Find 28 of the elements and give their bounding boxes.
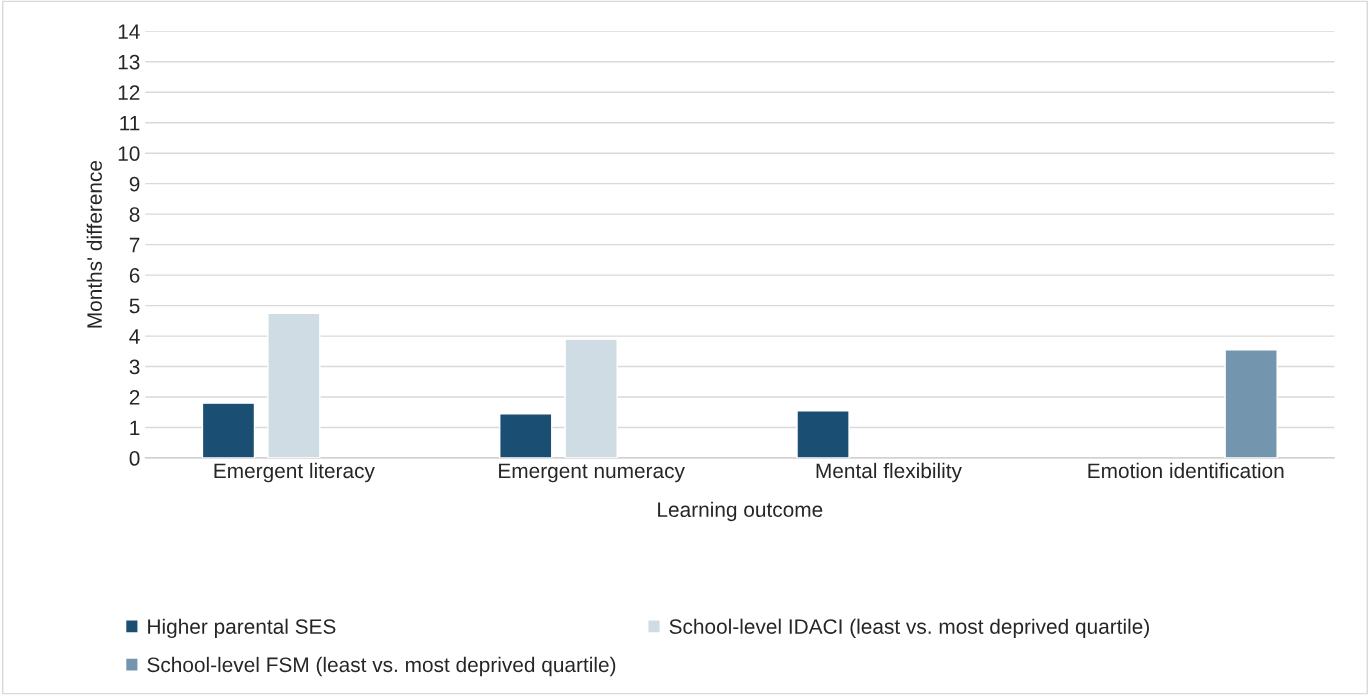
y-tick-label: 9 <box>129 176 140 192</box>
x-tick-label: Mental flexibility <box>816 462 962 483</box>
y-tick-label: 11 <box>120 115 140 131</box>
y-tick-label: 14 <box>118 24 140 39</box>
y-tick-label: 5 <box>129 298 140 314</box>
bar <box>796 410 850 459</box>
legend-label: School-level IDACI (least vs. most deprived quartile) <box>669 618 1149 639</box>
y-tick-label: 3 <box>129 359 140 375</box>
x-tick-label: Emergent literacy <box>214 462 375 483</box>
bar <box>201 402 256 459</box>
legend-label: School-level FSM (least vs. most deprived quartile) <box>147 656 616 677</box>
x-axis-title: Learning outcome <box>658 501 823 522</box>
y-tick-label: 10 <box>118 146 140 161</box>
y-tick-label: 7 <box>129 237 140 253</box>
legend-label: Higher parental SES <box>148 618 336 639</box>
bar <box>499 413 553 459</box>
y-tick-label: 8 <box>129 207 140 222</box>
y-axis-title: Months' difference <box>86 160 102 328</box>
y-tick-label: 4 <box>129 329 140 344</box>
y-tick-label: 1 <box>130 420 140 436</box>
y-tick-label: 13 <box>118 54 140 70</box>
x-tick-label: Emergent numeracy <box>499 463 685 483</box>
y-tick-label: 2 <box>129 390 140 405</box>
y-tick-label: 12 <box>118 85 140 100</box>
y-tick-label: 0 <box>129 451 140 466</box>
x-tick-label: Emotion identification <box>1088 462 1284 479</box>
y-tick-label: 6 <box>129 268 140 283</box>
bar <box>1224 349 1278 459</box>
